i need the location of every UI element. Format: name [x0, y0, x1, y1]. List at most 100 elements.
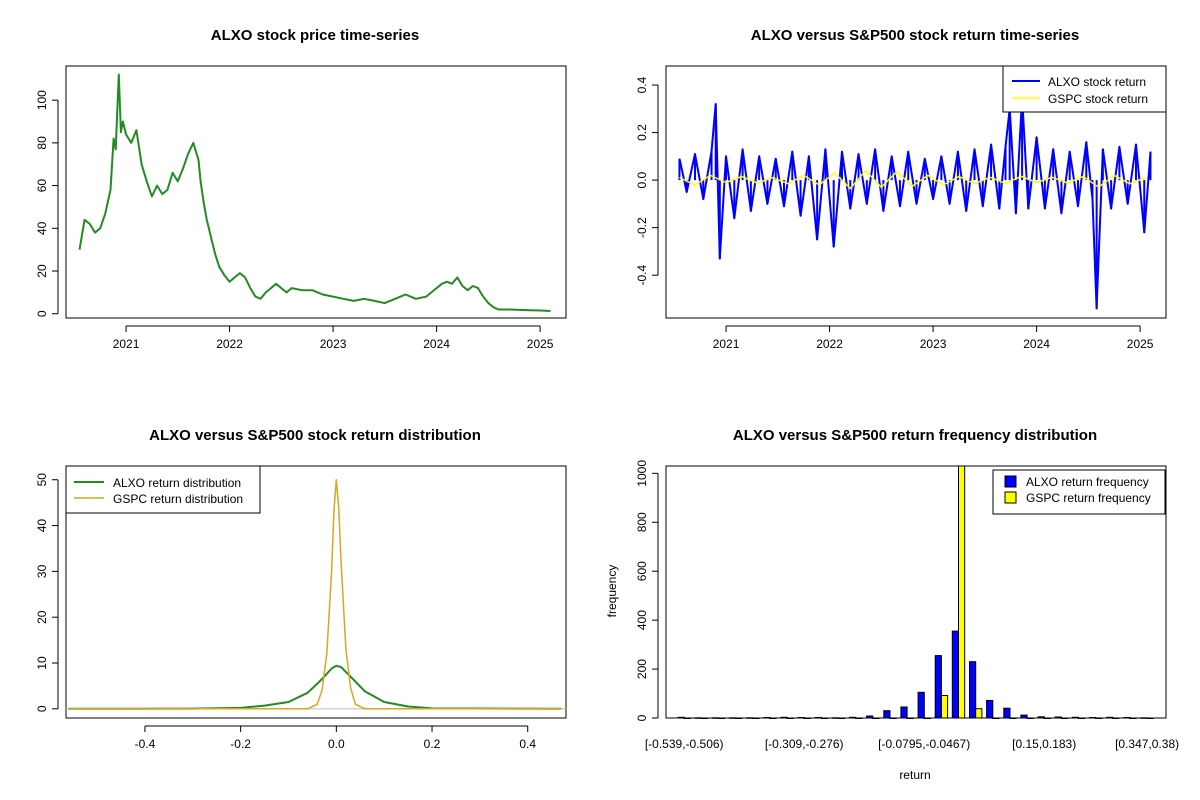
legend-box — [1002, 65, 1167, 113]
chart-title: ALXO versus S&P500 stock return time-ser… — [751, 27, 1079, 44]
y-axis-label: frequency — [605, 565, 619, 618]
bar — [718, 717, 726, 719]
bar — [711, 717, 719, 719]
bar — [1078, 717, 1086, 719]
bar — [1060, 717, 1069, 719]
bar — [1129, 717, 1137, 719]
legend: ALXO return frequency GSPC return freque… — [992, 469, 1166, 515]
y-tick-label: 40 — [35, 519, 49, 533]
y-tick-label: 20 — [35, 610, 49, 624]
bar — [1037, 716, 1045, 719]
x-tick-label: 2024 — [1023, 337, 1050, 351]
x-tick-label: [0.15,0.183) — [1012, 737, 1076, 751]
bar — [1089, 717, 1097, 719]
y-tick-label: 200 — [635, 659, 649, 679]
y-tick-label: 800 — [635, 512, 649, 532]
bar — [1043, 717, 1051, 719]
bar — [694, 717, 702, 719]
legend-label: GSPC return distribution — [113, 492, 243, 506]
bar — [735, 717, 743, 719]
bar — [803, 717, 811, 719]
chart-frequency-panel: ALXO versus S&P500 return frequency dist… — [605, 427, 1179, 782]
legend: ALXO stock return GSPC stock return — [1002, 65, 1167, 113]
y-tick-label: 100 — [35, 90, 49, 110]
bar — [1026, 717, 1034, 719]
y-tick-label: 50 — [35, 473, 49, 487]
legend-label: ALXO return distribution — [113, 476, 241, 490]
y-tick-label: 80 — [35, 136, 49, 150]
chart-return-distribution-panel: ALXO versus S&P500 stock return distribu… — [35, 427, 567, 751]
legend: ALXO return distribution GSPC return dis… — [65, 465, 261, 514]
bar — [838, 717, 846, 719]
legend-swatch — [1004, 475, 1017, 488]
x-tick-label: 2021 — [113, 337, 140, 351]
x-tick-label: 0.2 — [424, 737, 441, 751]
x-tick-label: [-0.539,-0.506) — [645, 737, 724, 751]
legend-label: GSPC stock return — [1048, 92, 1148, 106]
series-line — [78, 73, 551, 312]
plot-frame — [65, 65, 567, 319]
x-tick-label: 2024 — [423, 337, 450, 351]
bar — [1020, 714, 1028, 719]
bar — [969, 661, 977, 719]
bar — [934, 655, 942, 719]
bar — [786, 717, 794, 719]
bar — [763, 717, 771, 719]
legend-swatch — [1004, 491, 1017, 504]
bar — [872, 717, 880, 719]
bar — [831, 717, 839, 719]
bar — [1140, 717, 1148, 719]
x-tick-label: -0.2 — [230, 737, 251, 751]
x-tick-label: [0.347,0.38) — [1115, 737, 1179, 751]
legend-label: ALXO return frequency — [1026, 475, 1149, 489]
y-tick-label: 0 — [635, 714, 649, 721]
bar — [958, 465, 966, 719]
bar — [866, 715, 874, 719]
bar — [883, 710, 891, 719]
bar — [1112, 717, 1120, 719]
bar — [746, 717, 754, 719]
x-tick-label: 0.4 — [519, 737, 536, 751]
bar — [814, 717, 822, 719]
chart-price-panel: ALXO stock price time-series 2021 2022 202… — [35, 27, 567, 351]
plot-frame — [665, 65, 1167, 319]
bar — [797, 717, 805, 719]
plot-frame — [665, 465, 1167, 719]
y-tick-label: 0.0 — [635, 171, 649, 188]
bar — [752, 717, 760, 719]
y-tick-label: 20 — [35, 264, 49, 278]
bar — [780, 716, 788, 719]
x-tick-label: 0.0 — [328, 737, 345, 751]
bar — [855, 717, 863, 719]
bar — [986, 699, 994, 719]
series-line — [68, 664, 562, 710]
x-tick-label: -0.4 — [135, 737, 156, 751]
bar — [1054, 716, 1062, 719]
bar — [1071, 716, 1080, 719]
bar — [700, 717, 709, 719]
x-axis-label: return — [899, 768, 930, 782]
x-tick-label: 2023 — [920, 337, 947, 351]
bar — [677, 716, 685, 719]
bar — [1009, 717, 1017, 719]
bar — [729, 717, 737, 719]
y-tick-label: 400 — [635, 610, 649, 630]
series-line — [679, 169, 1146, 190]
bar — [951, 630, 959, 719]
series-line — [68, 478, 562, 710]
x-tick-label: 2023 — [320, 337, 347, 351]
bar — [940, 695, 949, 719]
bar — [1123, 717, 1131, 719]
bar — [1003, 707, 1011, 719]
chart-title: ALXO versus S&P500 return frequency dist… — [733, 427, 1097, 444]
bar — [906, 717, 914, 719]
chart-title: ALXO stock price time-series — [211, 27, 419, 44]
y-tick-label: -0.2 — [635, 217, 649, 238]
y-tick-label: 0.2 — [635, 124, 649, 141]
bar — [1146, 717, 1154, 719]
y-tick-label: -0.4 — [635, 265, 649, 286]
bar — [889, 717, 897, 719]
y-tick-label: 40 — [35, 221, 49, 235]
